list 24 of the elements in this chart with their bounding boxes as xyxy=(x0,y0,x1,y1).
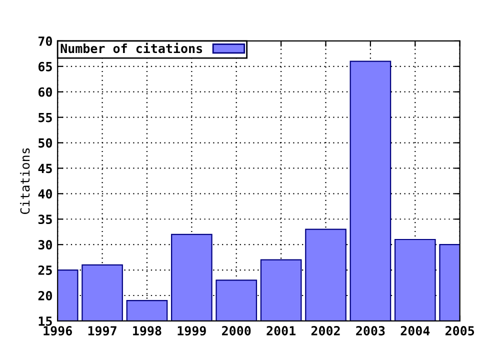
y-tick-label: 65 xyxy=(38,62,52,72)
x-tick-label: 1998 xyxy=(133,326,162,336)
y-tick-label: 55 xyxy=(38,112,52,122)
y-axis-title: Citations xyxy=(20,148,30,214)
y-tick-label: 50 xyxy=(38,138,52,148)
y-tick-label: 45 xyxy=(38,164,52,174)
x-tick-label: 1996 xyxy=(44,326,72,336)
x-tick-label: 2002 xyxy=(311,326,340,336)
x-tick-label: 1997 xyxy=(88,326,116,336)
y-tick-label: 35 xyxy=(38,214,52,224)
y-tick-label: 30 xyxy=(38,240,52,250)
x-tick-label: 2004 xyxy=(400,326,430,336)
y-tick-label: 25 xyxy=(38,266,52,275)
x-tick-label: 2000 xyxy=(222,326,251,336)
y-tick-label: 60 xyxy=(38,87,52,97)
y-tick-label: 15 xyxy=(38,316,52,326)
x-tick-label: 2001 xyxy=(266,326,296,336)
x-tick-label: 2005 xyxy=(445,326,474,336)
legend-label: Number of citations xyxy=(60,42,202,54)
x-tick-label: 1999 xyxy=(178,326,206,336)
y-tick-label: 40 xyxy=(38,189,52,199)
x-tick-label: 2003 xyxy=(356,326,385,336)
y-tick-label: 70 xyxy=(38,36,52,46)
y-tick-label: 20 xyxy=(38,290,52,300)
